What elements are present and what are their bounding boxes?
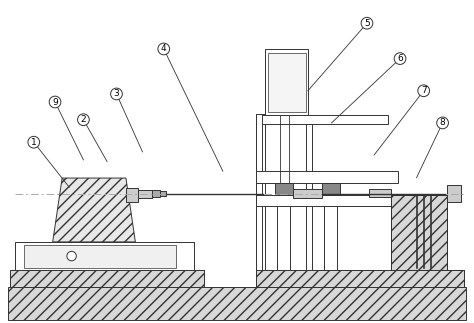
- Bar: [138, 190, 152, 198]
- Bar: [293, 189, 322, 198]
- Bar: [322, 183, 340, 194]
- Bar: [256, 270, 464, 287]
- Bar: [15, 242, 194, 270]
- Polygon shape: [53, 178, 136, 242]
- Text: 9: 9: [52, 98, 58, 107]
- Bar: [256, 171, 398, 183]
- Bar: [324, 206, 337, 270]
- Bar: [391, 194, 447, 270]
- Bar: [256, 114, 262, 270]
- Bar: [10, 270, 204, 287]
- Bar: [8, 287, 466, 320]
- Text: 4: 4: [161, 45, 166, 53]
- Bar: [24, 245, 175, 268]
- Bar: [277, 206, 290, 270]
- Text: 2: 2: [81, 115, 86, 124]
- Bar: [256, 194, 398, 206]
- Bar: [265, 49, 308, 115]
- Bar: [152, 190, 160, 197]
- Bar: [306, 124, 312, 270]
- Bar: [10, 270, 204, 287]
- Bar: [256, 114, 265, 270]
- Bar: [275, 183, 293, 194]
- Bar: [268, 53, 306, 112]
- Bar: [160, 191, 166, 196]
- Bar: [369, 189, 391, 197]
- Bar: [447, 185, 462, 202]
- Circle shape: [67, 251, 76, 261]
- Bar: [256, 270, 464, 287]
- Text: 5: 5: [364, 19, 370, 28]
- Text: 8: 8: [440, 119, 446, 127]
- Text: 6: 6: [397, 54, 403, 63]
- Bar: [256, 115, 388, 124]
- Text: 1: 1: [31, 138, 36, 147]
- Bar: [391, 194, 447, 270]
- Text: 3: 3: [114, 89, 119, 99]
- Text: 7: 7: [421, 86, 427, 95]
- Bar: [126, 188, 138, 202]
